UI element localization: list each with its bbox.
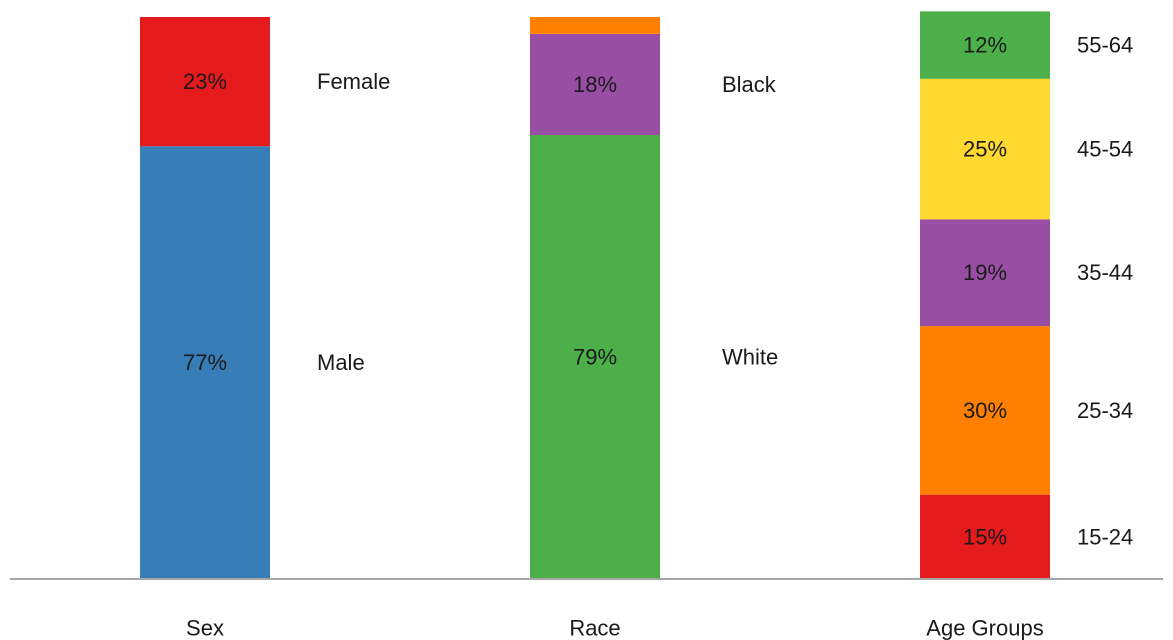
- data-label: 77%: [183, 350, 227, 375]
- labels-layer: 77% Male 23% Female Sex 79% White 18% Black Race 1…: [183, 33, 1133, 640]
- data-label: 79%: [573, 345, 617, 370]
- category-label: Sex: [186, 616, 224, 640]
- segment-name-label: Female: [317, 69, 390, 94]
- segment-name-label: 55-64: [1077, 33, 1133, 58]
- bar-segment-25-34: [920, 326, 1050, 495]
- data-label: 30%: [963, 398, 1007, 423]
- segment-name-label: Male: [317, 350, 365, 375]
- data-label: 18%: [573, 72, 617, 97]
- bar-segment-55-64: [920, 11, 1050, 79]
- segment-name-label: 25-34: [1077, 398, 1133, 423]
- data-label: 15%: [963, 524, 1007, 549]
- segment-name-label: White: [722, 345, 778, 370]
- bar-segment-male: [140, 146, 270, 579]
- category-label: Age Groups: [926, 616, 1043, 640]
- data-label: 12%: [963, 33, 1007, 58]
- bar-segment-15-24: [920, 494, 1050, 579]
- segment-name-label: 15-24: [1077, 524, 1133, 549]
- bar-segment-black: [530, 33, 660, 136]
- bar-segment-white: [530, 135, 660, 579]
- segment-name-label: 45-54: [1077, 137, 1133, 162]
- bar-segment-35-44: [920, 219, 1050, 327]
- segment-name-label: Black: [722, 72, 777, 97]
- segment-name-label: 35-44: [1077, 260, 1133, 285]
- data-label: 23%: [183, 69, 227, 94]
- data-label: 25%: [963, 137, 1007, 162]
- bar-segment-female: [140, 17, 270, 147]
- bar-segment-45-54: [920, 78, 1050, 220]
- bars-layer: [140, 11, 1050, 579]
- data-label: 19%: [963, 260, 1007, 285]
- bar-segment-other: [530, 17, 660, 34]
- category-label: Race: [569, 616, 620, 640]
